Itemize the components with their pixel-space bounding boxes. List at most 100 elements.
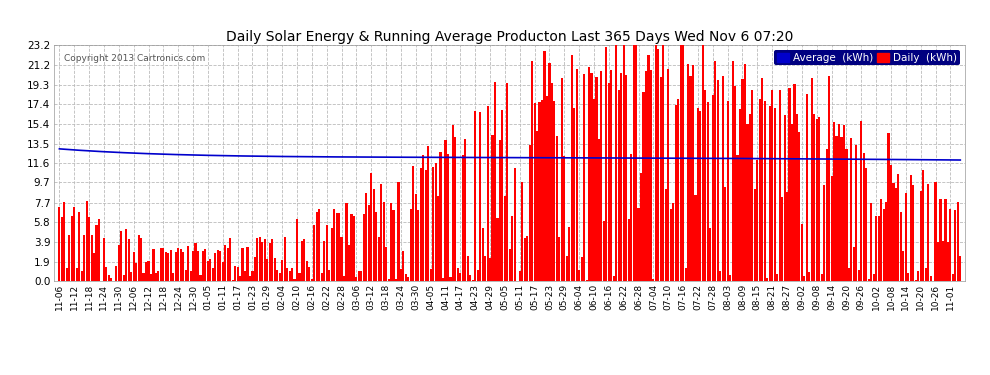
Bar — [461, 156, 464, 281]
Bar — [395, 279, 397, 281]
Bar — [588, 67, 590, 281]
Bar — [709, 228, 712, 281]
Bar — [763, 100, 766, 281]
Bar — [956, 201, 959, 281]
Bar — [679, 45, 682, 281]
Bar — [630, 154, 633, 281]
Bar — [130, 272, 133, 281]
Bar — [585, 280, 588, 281]
Bar — [860, 121, 862, 281]
Bar — [875, 216, 877, 281]
Bar — [499, 140, 501, 281]
Bar — [494, 82, 496, 281]
Bar — [266, 259, 268, 281]
Bar — [649, 70, 652, 281]
Bar — [519, 271, 521, 281]
Bar — [350, 213, 352, 281]
Bar — [120, 231, 123, 281]
Bar — [341, 237, 343, 281]
Bar — [466, 255, 469, 281]
Bar — [652, 279, 654, 281]
Bar — [603, 221, 605, 281]
Bar — [417, 210, 420, 281]
Bar — [88, 217, 90, 281]
Bar — [773, 108, 776, 281]
Bar — [446, 154, 449, 281]
Bar — [951, 274, 954, 281]
Bar — [219, 251, 222, 281]
Bar — [143, 273, 145, 281]
Bar — [70, 216, 73, 281]
Bar — [197, 251, 199, 281]
Bar — [202, 251, 204, 281]
Bar — [263, 238, 266, 281]
Bar — [68, 235, 70, 281]
Bar — [623, 45, 625, 281]
Bar — [702, 45, 704, 281]
Bar — [100, 280, 103, 281]
Bar — [440, 152, 442, 281]
Bar — [164, 252, 167, 281]
Bar — [456, 267, 459, 281]
Bar — [229, 238, 232, 281]
Bar — [303, 239, 306, 281]
Bar — [625, 75, 628, 281]
Bar — [437, 196, 440, 281]
Bar — [346, 203, 347, 281]
Bar — [261, 242, 263, 281]
Bar — [887, 133, 890, 281]
Bar — [397, 182, 400, 281]
Bar — [316, 212, 318, 281]
Bar — [189, 271, 192, 281]
Bar — [722, 75, 724, 281]
Bar — [578, 270, 580, 281]
Bar — [818, 117, 821, 281]
Bar — [355, 276, 357, 281]
Bar — [343, 276, 346, 281]
Bar — [256, 238, 258, 281]
Bar — [724, 187, 727, 281]
Bar — [821, 274, 823, 281]
Bar — [247, 247, 248, 281]
Bar — [890, 165, 892, 281]
Bar — [273, 258, 276, 281]
Bar — [75, 268, 78, 281]
Bar — [149, 274, 152, 281]
Bar — [811, 78, 813, 281]
Bar — [925, 268, 927, 281]
Bar — [474, 111, 476, 281]
Bar — [370, 172, 372, 281]
Bar — [251, 271, 253, 281]
Bar — [268, 243, 271, 281]
Bar — [145, 262, 148, 281]
Bar — [541, 100, 544, 281]
Bar — [377, 237, 380, 281]
Bar — [697, 108, 699, 281]
Bar — [635, 45, 638, 281]
Bar — [892, 183, 895, 281]
Bar — [689, 76, 692, 281]
Bar — [174, 252, 177, 281]
Bar — [692, 65, 694, 281]
Bar — [555, 136, 558, 281]
Bar — [296, 219, 298, 281]
Bar — [753, 189, 756, 281]
Bar — [746, 124, 748, 281]
Bar — [654, 45, 657, 281]
Bar — [372, 189, 375, 281]
Bar — [910, 175, 912, 281]
Legend: Average  (kWh), Daily  (kWh): Average (kWh), Daily (kWh) — [774, 50, 960, 65]
Bar — [128, 239, 130, 281]
Bar — [545, 96, 548, 281]
Bar — [108, 275, 110, 281]
Bar — [509, 249, 511, 281]
Bar — [321, 273, 323, 281]
Bar — [133, 252, 135, 281]
Bar — [870, 203, 872, 281]
Bar — [620, 72, 623, 281]
Bar — [449, 277, 451, 281]
Bar — [682, 45, 684, 281]
Bar — [288, 272, 291, 281]
Bar — [595, 77, 598, 281]
Bar — [593, 99, 595, 281]
